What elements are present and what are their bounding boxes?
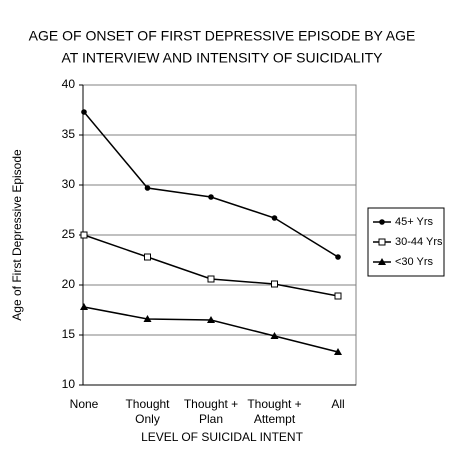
legend-label: 30-44 Yrs — [395, 236, 443, 248]
point — [143, 315, 152, 322]
point — [80, 303, 88, 310]
x-axis-label: LEVEL OF SUICIDAL INTENT — [141, 430, 303, 444]
legend-marker — [378, 238, 386, 246]
point — [144, 185, 151, 191]
y-tick-label: 15 — [62, 327, 76, 341]
point — [271, 215, 278, 221]
x-tick-label: All — [331, 397, 344, 411]
legend-label: 45+ Yrs — [395, 216, 434, 228]
series-line — [83, 234, 339, 297]
x-tick-label: Thought Only — [125, 397, 170, 426]
legend-label: <30 Yrs — [395, 256, 434, 268]
y-tick-label: 10 — [62, 377, 76, 391]
point — [334, 292, 342, 300]
y-tick-label: 25 — [62, 227, 76, 241]
point — [144, 253, 151, 261]
y-tick-label: 20 — [62, 277, 76, 291]
point — [271, 280, 278, 288]
chart-title: AGE OF ONSET OF FIRST DEPRESSIVE EPISODE… — [29, 28, 416, 44]
legend-marker — [379, 219, 385, 225]
x-tick-label: Thought + Plan — [184, 397, 238, 426]
point — [207, 316, 215, 323]
point — [334, 348, 342, 355]
x-tick-label: None — [70, 397, 99, 411]
chart-title: AT INTERVIEW AND INTENSITY OF SUICIDALIT… — [61, 50, 383, 66]
y-axis-label: Age of First Depressive Episode — [10, 149, 24, 321]
point — [335, 254, 341, 260]
series-line — [83, 306, 339, 353]
x-tick-label: Thought + Attempt — [247, 397, 301, 426]
point — [81, 109, 87, 115]
point — [80, 231, 88, 239]
point — [270, 332, 279, 339]
point — [207, 275, 215, 283]
y-tick-label: 30 — [62, 177, 76, 191]
y-tick-label: 40 — [62, 77, 76, 91]
point — [208, 194, 214, 200]
legend-marker — [378, 258, 386, 265]
y-tick-label: 35 — [62, 127, 76, 141]
